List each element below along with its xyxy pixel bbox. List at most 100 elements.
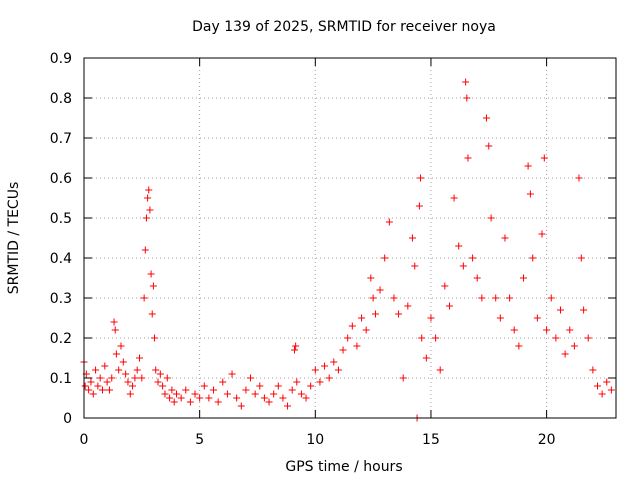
chart-title: Day 139 of 2025, SRMTID for receiver noy… (192, 19, 496, 35)
data-point (111, 326, 119, 334)
data-point (556, 306, 564, 314)
data-point (598, 390, 606, 398)
data-point (96, 374, 104, 382)
y-tick-label: 0.6 (50, 171, 72, 187)
data-point (302, 394, 310, 402)
data-point (182, 386, 190, 394)
data-point (103, 378, 111, 386)
data-point (570, 342, 578, 350)
data-point (547, 294, 555, 302)
data-point (510, 326, 518, 334)
data-point (274, 382, 282, 390)
data-point (593, 382, 601, 390)
data-point (427, 314, 435, 322)
data-point (399, 374, 407, 382)
data-point (362, 326, 370, 334)
data-point (589, 366, 597, 374)
data-point (367, 274, 375, 282)
data-point (99, 386, 107, 394)
y-axis-label: SRMTID / TECUs (6, 182, 22, 295)
data-point (186, 398, 194, 406)
data-point (142, 214, 150, 222)
data-point (168, 386, 176, 394)
data-point (543, 326, 551, 334)
x-tick-label: 10 (306, 432, 324, 448)
data-point (284, 402, 292, 410)
data-point (492, 294, 500, 302)
data-point (292, 342, 300, 350)
data-point (321, 362, 329, 370)
grid (84, 58, 616, 418)
data-point (140, 294, 148, 302)
x-axis-label: GPS time / hours (285, 459, 402, 475)
data-point (146, 206, 154, 214)
data-point (418, 334, 426, 342)
data-point (519, 274, 527, 282)
data-point (251, 390, 259, 398)
data-point (105, 386, 113, 394)
axis-ticks: 0 0.1 0.2 0.3 0.4 0.5 0.6 0.7 0.8 0.9 0 5 10 15 20 (50, 51, 616, 448)
data-point (485, 142, 493, 150)
data-point (411, 262, 419, 270)
data-point (390, 294, 398, 302)
data-point (177, 394, 185, 402)
data-point (141, 246, 149, 254)
x-tick-label: 15 (422, 432, 440, 448)
data-point (129, 382, 137, 390)
data-point (376, 286, 384, 294)
data-point (385, 218, 393, 226)
data-point (256, 382, 264, 390)
data-point (173, 390, 181, 398)
data-point (133, 366, 141, 374)
data-point (325, 374, 333, 382)
data-point (112, 350, 120, 358)
data-point (145, 186, 153, 194)
data-point (159, 382, 167, 390)
data-point (607, 386, 615, 394)
data-point (247, 374, 255, 382)
data-point (501, 234, 509, 242)
data-point (533, 314, 541, 322)
data-point (237, 402, 245, 410)
data-point (584, 334, 592, 342)
data-point (552, 334, 560, 342)
data-point (487, 214, 495, 222)
data-point (270, 390, 278, 398)
data-point (463, 94, 471, 102)
data-point (122, 370, 130, 378)
data-point (214, 398, 222, 406)
data-point (348, 322, 356, 330)
data-point (515, 342, 523, 350)
data-point (144, 194, 152, 202)
x-tick-label: 20 (538, 432, 556, 448)
data-point (566, 326, 574, 334)
data-point (200, 382, 208, 390)
data-point (265, 398, 273, 406)
data-point (561, 350, 569, 358)
y-tick-label: 0.5 (50, 211, 72, 227)
data-point (288, 386, 296, 394)
data-point (450, 194, 458, 202)
y-tick-label: 0.2 (50, 331, 72, 347)
data-point (524, 162, 532, 170)
data-point (358, 314, 366, 322)
data-point (279, 394, 287, 402)
data-point (290, 346, 298, 354)
data-series (80, 78, 615, 422)
data-point (369, 294, 377, 302)
data-point (196, 394, 204, 402)
data-point (110, 318, 118, 326)
data-point (538, 230, 546, 238)
data-point (408, 234, 416, 242)
data-point (205, 394, 213, 402)
data-point (148, 310, 156, 318)
data-point (311, 366, 319, 374)
data-point (330, 358, 338, 366)
data-point (482, 114, 490, 122)
data-point (149, 282, 157, 290)
data-point (540, 154, 548, 162)
data-point (297, 390, 305, 398)
data-point (445, 302, 453, 310)
plot-frame (83, 57, 617, 419)
data-point (603, 378, 611, 386)
